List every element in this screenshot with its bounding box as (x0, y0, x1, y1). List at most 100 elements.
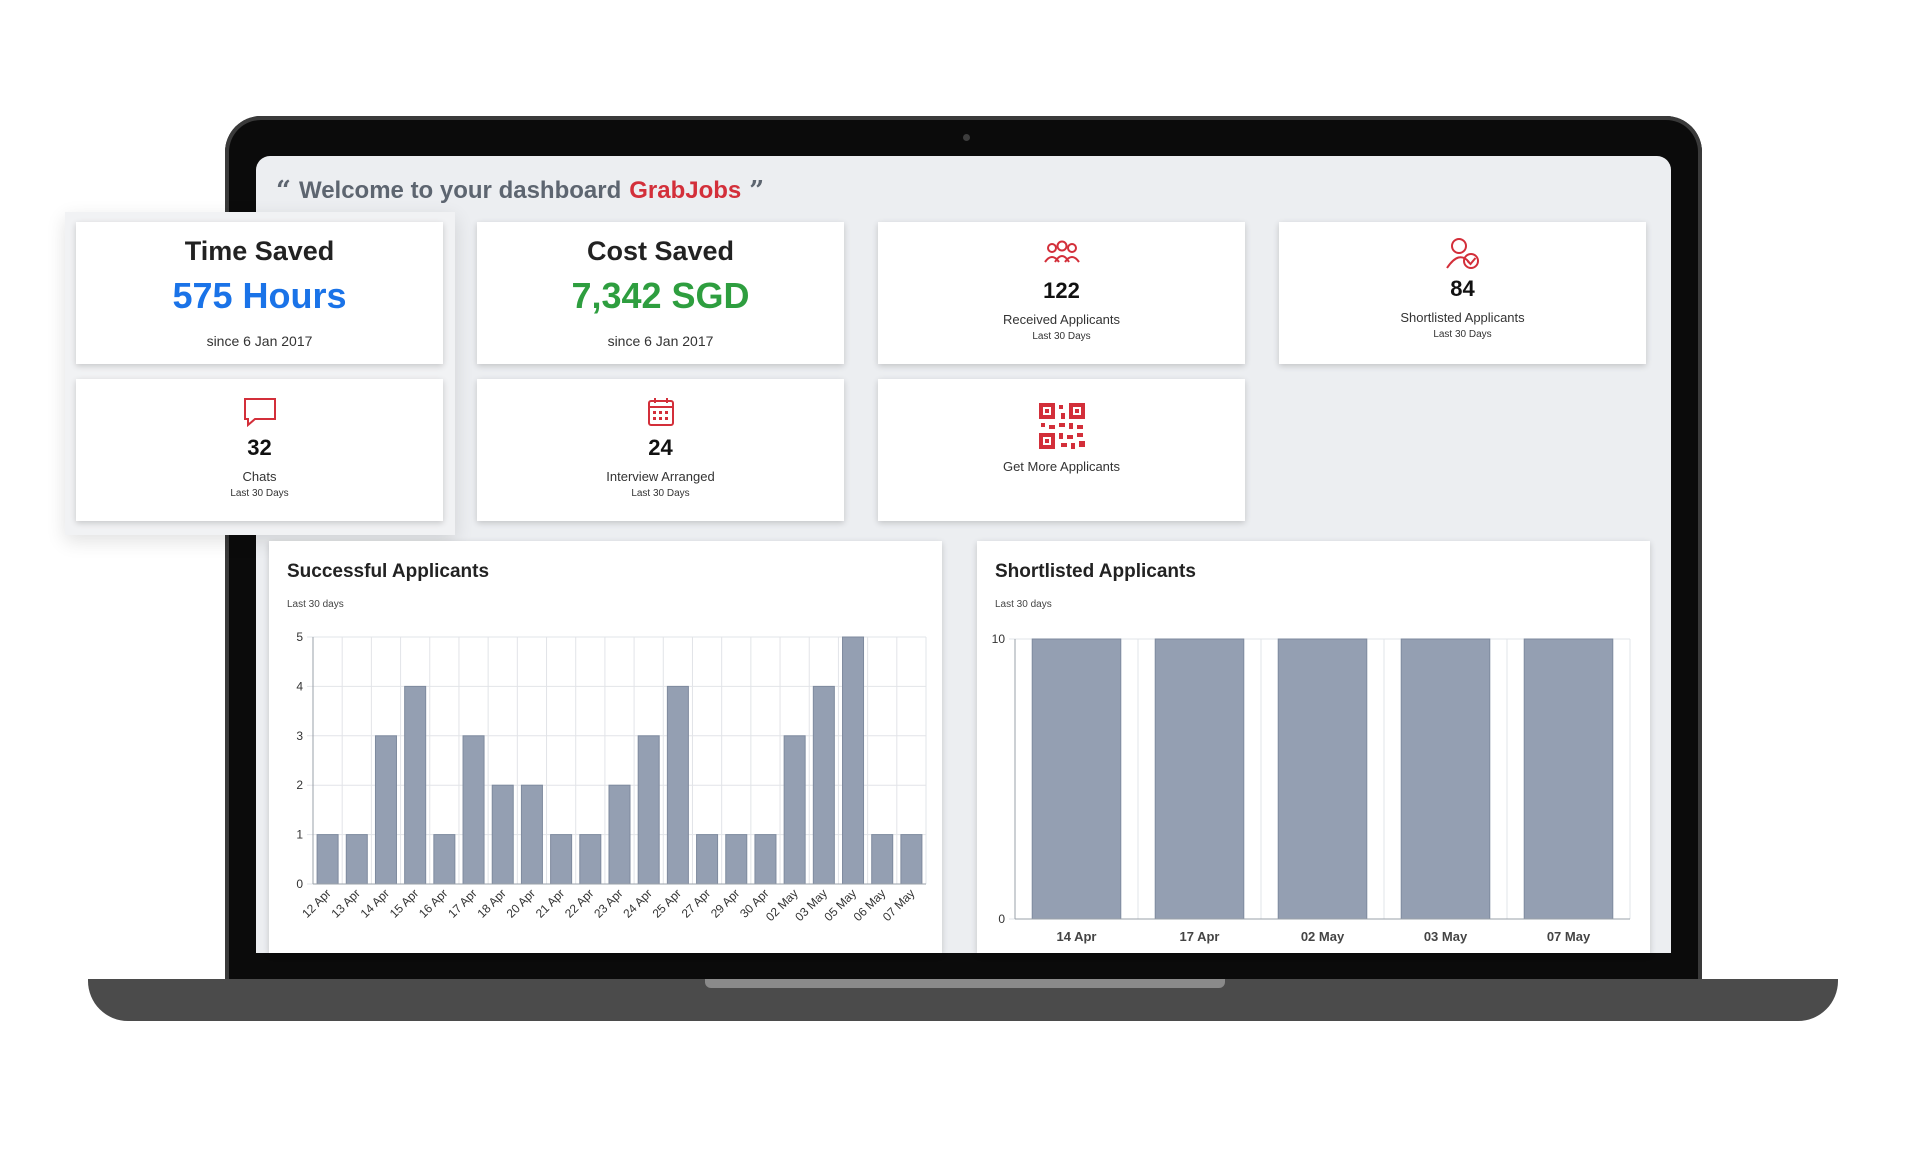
cost-saved-value: 7,342 SGD (571, 275, 750, 316)
bar (579, 834, 602, 885)
bar (520, 784, 543, 885)
bar (550, 834, 573, 885)
x-tick-label: 25 Apr (650, 886, 684, 920)
bar (345, 834, 368, 885)
x-tick-label: 14 Apr (1057, 929, 1097, 944)
y-tick-label: 1 (296, 828, 303, 842)
cost-saved-card: Cost Saved 7,342 SGD since 6 Jan 2017 (477, 222, 844, 364)
x-tick-label: 21 Apr (533, 886, 567, 920)
successful-applicants-chart: Successful Applicants Last 30 days 0 1 2 3 4… (269, 541, 942, 953)
welcome-text: Welcome to your dashboard (298, 177, 622, 204)
shortlisted-applicants-card[interactable]: 84 Shortlisted Applicants Last 30 Days (1279, 222, 1646, 364)
bar (696, 834, 719, 885)
x-tick-label: 15 Apr (387, 886, 421, 920)
bar (608, 784, 631, 885)
received-count: 122 (1043, 278, 1080, 303)
bar (374, 735, 397, 885)
bar (433, 834, 456, 885)
qr-code-icon (878, 403, 1245, 449)
shortlisted-count: 84 (1450, 276, 1475, 301)
laptop-notch (705, 979, 1225, 988)
bar (1031, 638, 1122, 920)
bar (404, 685, 427, 885)
chats-count: 32 (247, 435, 272, 460)
chart-canvas: 0 10 14 Apr 17 Apr 02 May 03 May 07 May (992, 632, 1631, 944)
interview-sub: Last 30 Days (631, 488, 690, 499)
shortlisted-label: Shortlisted Applicants (1400, 310, 1525, 325)
bar (754, 834, 777, 885)
chats-sub: Last 30 Days (230, 488, 289, 499)
shortlisted-applicants-chart: Shortlisted Applicants Last 30 days 0 10 1… (977, 541, 1650, 953)
interview-count: 24 (648, 435, 673, 460)
shortlisted-sub: Last 30 Days (1433, 329, 1492, 340)
chat-icon (76, 397, 443, 429)
y-tick-label: 2 (296, 778, 303, 792)
y-tick-label: 4 (296, 679, 303, 693)
chart-subtitle: Last 30 days (287, 599, 344, 610)
x-tick-label: 27 Apr (679, 886, 713, 920)
bar (462, 735, 485, 885)
x-tick-label: 02 May (1301, 929, 1345, 944)
x-tick-label: 12 Apr (299, 886, 333, 920)
time-saved-value: 575 Hours (172, 275, 347, 316)
chart-title: Shortlisted Applicants (995, 561, 1196, 582)
y-tick-label: 5 (296, 630, 303, 644)
interview-label: Interview Arranged (606, 469, 715, 484)
bar (871, 834, 894, 885)
chart-subtitle: Last 30 days (995, 599, 1052, 610)
x-tick-label: 20 Apr (504, 886, 538, 920)
y-tick-label: 10 (992, 632, 1006, 646)
get-more-applicants-card[interactable]: Get More Applicants (878, 379, 1245, 521)
bar (725, 834, 748, 885)
group-icon (878, 240, 1245, 272)
bar (900, 834, 923, 885)
x-tick-label: 22 Apr (562, 886, 596, 920)
x-tick-label: 18 Apr (474, 886, 508, 920)
bar (637, 735, 660, 885)
x-tick-label: 23 Apr (591, 886, 625, 920)
received-sub: Last 30 Days (1032, 331, 1091, 342)
y-tick-label: 0 (296, 877, 303, 891)
x-tick-label: 14 Apr (358, 886, 392, 920)
x-tick-label: 29 Apr (708, 886, 742, 920)
bar (1400, 638, 1491, 920)
time-saved-since: since 6 Jan 2017 (206, 333, 313, 349)
interview-card[interactable]: 24 Interview Arranged Last 30 Days (477, 379, 844, 521)
x-tick-label: 13 Apr (328, 886, 362, 920)
received-applicants-card[interactable]: 122 Received Applicants Last 30 Days (878, 222, 1245, 364)
calendar-icon (477, 397, 844, 429)
x-tick-label: 17 Apr (1180, 929, 1220, 944)
x-tick-label: 24 Apr (620, 886, 654, 920)
time-saved-title: Time Saved (184, 236, 335, 266)
y-tick-label: 3 (296, 729, 303, 743)
received-label: Received Applicants (1002, 312, 1121, 327)
open-quote-icon: “ (276, 176, 291, 206)
welcome-heading: “ Welcome to your dashboard GrabJobs ” (276, 174, 764, 208)
bar (1523, 638, 1614, 920)
x-tick-label: 16 Apr (416, 886, 450, 920)
y-tick-label: 0 (998, 912, 1005, 926)
bar (1154, 638, 1245, 920)
x-tick-label: 07 May (1547, 929, 1591, 944)
x-tick-label: 03 May (1424, 929, 1468, 944)
bar (812, 685, 835, 885)
brand-name: GrabJobs (629, 177, 742, 204)
close-quote-icon: ” (749, 176, 765, 206)
bar (783, 735, 806, 885)
x-tick-label: 17 Apr (445, 886, 479, 920)
bar (666, 685, 689, 885)
get-more-label: Get More Applicants (1002, 459, 1121, 474)
bar (316, 834, 339, 885)
camera-dot (963, 134, 970, 141)
cost-saved-title: Cost Saved (586, 236, 735, 266)
bar (491, 784, 514, 885)
chats-label: Chats (242, 469, 277, 484)
chats-card[interactable]: 32 Chats Last 30 Days (76, 379, 443, 521)
cost-saved-since: since 6 Jan 2017 (607, 333, 714, 349)
bar (1277, 638, 1368, 920)
x-tick-label: 07 May (880, 886, 918, 924)
chart-title: Successful Applicants (287, 561, 490, 582)
time-saved-card: Time Saved 575 Hours since 6 Jan 2017 (76, 222, 443, 364)
user-check-icon (1279, 236, 1646, 272)
